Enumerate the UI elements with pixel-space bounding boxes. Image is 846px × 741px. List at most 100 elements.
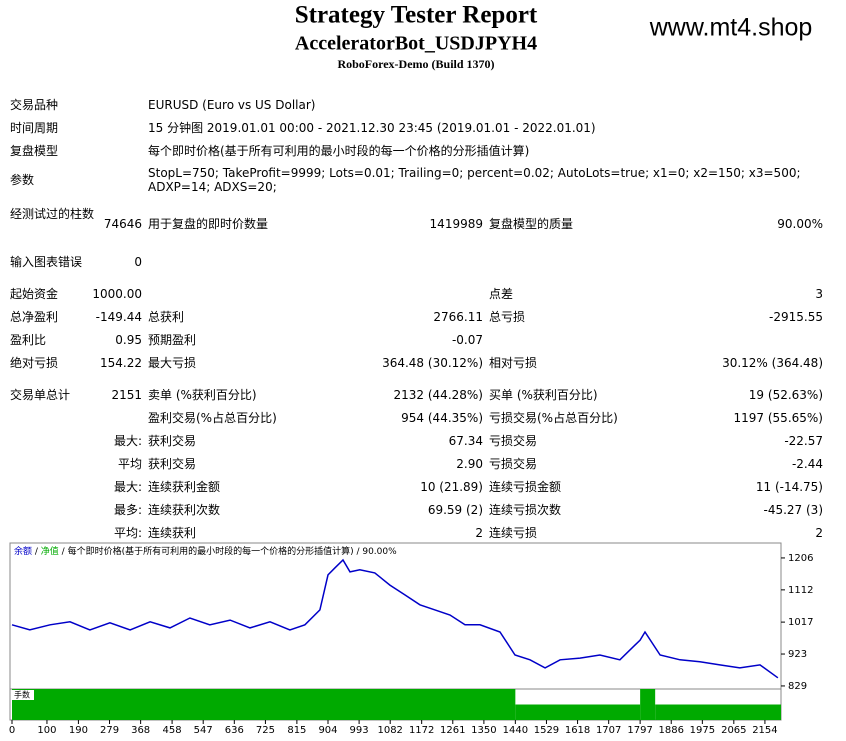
stat-value: 2766.11 (433, 310, 483, 324)
stat-label: 连续亏损 (489, 526, 538, 540)
x-tick-label: 1350 (471, 725, 496, 736)
stat-value: 2151 (111, 388, 142, 402)
lots-bar (655, 704, 781, 720)
report-build: RoboForex-Demo (Build 1370) (337, 57, 494, 71)
stat-label: 经测试过的柱数 (10, 207, 95, 221)
stat-value: -2915.55 (769, 310, 823, 324)
stat-value: -2.44 (791, 457, 823, 471)
stat-label: 用于复盘的即时价数量 (148, 217, 269, 231)
x-tick-label: 547 (194, 725, 213, 736)
x-tick-label: 1440 (503, 725, 528, 736)
x-tick-label: 1172 (409, 725, 434, 736)
stat-value: 2 (475, 526, 483, 540)
stat-label: 连续亏损次数 (489, 503, 562, 517)
y-tick-label: 1112 (788, 585, 813, 596)
stat-value: -0.07 (451, 333, 483, 347)
stat-value: 69.59 (2) (427, 503, 483, 517)
stat-label: 获利交易 (148, 457, 197, 471)
stat-value: 154.22 (100, 356, 142, 370)
stat-value: 最多: (113, 503, 142, 517)
stat-value: 364.48 (30.12%) (382, 356, 483, 370)
stat-label: 盈利比 (10, 333, 47, 347)
x-tick-label: 1529 (534, 725, 559, 736)
x-tick-label: 1975 (690, 725, 715, 736)
x-tick-label: 100 (37, 725, 56, 736)
info-label: 参数 (10, 173, 35, 187)
x-tick-label: 1082 (377, 725, 402, 736)
legend-separator: / (32, 547, 41, 557)
stat-label: 连续获利金额 (148, 480, 221, 494)
stat-value: 2 (815, 526, 823, 540)
x-tick-label: 904 (318, 725, 337, 736)
stat-label: 连续亏损金额 (489, 480, 562, 494)
x-tick-label: 815 (287, 725, 306, 736)
stat-label: 点差 (489, 287, 514, 301)
x-tick-label: 1886 (659, 725, 684, 736)
legend-entry: 90.00% (362, 547, 397, 557)
stat-label: 相对亏损 (489, 356, 538, 370)
x-tick-label: 1618 (565, 725, 590, 736)
stat-label: 起始资金 (10, 287, 59, 301)
y-tick-label: 1206 (788, 553, 813, 564)
stat-value: 90.00% (777, 217, 823, 231)
stat-value: 11 (-14.75) (755, 480, 823, 494)
stat-value: -149.44 (95, 310, 142, 324)
report-subtitle: AcceleratorBot_USDJPYH4 (295, 33, 537, 55)
stat-label: 总获利 (148, 310, 185, 324)
stat-value: 1197 (55.65%) (733, 411, 823, 425)
stat-value: 最大: (113, 480, 142, 494)
x-tick-label: 368 (131, 725, 150, 736)
info-value: 15 分钟图 2019.01.01 00:00 - 2021.12.30 23:… (148, 121, 596, 135)
info-label: 复盘模型 (10, 144, 59, 158)
stat-value: 0 (134, 255, 142, 269)
stat-label: 总净盈利 (10, 310, 59, 324)
watermark: www.mt4.shop (649, 14, 813, 42)
stat-label: 总亏损 (489, 310, 526, 324)
info-value: EURUSD (Euro vs US Dollar) (148, 98, 316, 112)
info-value: StopL=750; TakeProfit=9999; Lots=0.01; T… (148, 166, 801, 194)
stat-value: -22.57 (784, 434, 823, 448)
stat-value: 2132 (44.28%) (393, 388, 483, 402)
stat-value: 平均 (117, 457, 142, 471)
y-tick-label: 923 (788, 649, 807, 660)
stat-label: 盈利交易(%占总百分比) (148, 411, 277, 425)
info-label: 交易品种 (10, 98, 59, 112)
stat-label: 绝对亏损 (10, 356, 59, 370)
x-tick-label: 458 (163, 725, 182, 736)
stat-value: 3 (815, 287, 823, 301)
lots-bar (12, 689, 516, 720)
stat-value: 0.95 (115, 333, 142, 347)
legend-separator: / (59, 547, 68, 557)
stat-value: 1000.00 (92, 287, 142, 301)
stat-label: 输入图表错误 (10, 255, 83, 269)
y-tick-label: 829 (788, 681, 807, 692)
x-tick-label: 0 (9, 725, 15, 736)
info-label: 时间周期 (10, 121, 59, 135)
lots-label-bg (12, 690, 34, 700)
x-tick-label: 279 (100, 725, 119, 736)
stat-value: 2.90 (456, 457, 483, 471)
legend-separator: / (354, 547, 363, 557)
stat-value: 74646 (103, 217, 142, 231)
legend-entry: 每个即时价格(基于所有可利用的最小时段的每一个价格的分形插值计算) (68, 545, 354, 557)
stat-label: 亏损交易(%占总百分比) (489, 411, 618, 425)
x-tick-label: 993 (350, 725, 369, 736)
balance-line (11, 558, 779, 679)
stat-label: 获利交易 (148, 434, 197, 448)
stat-label: 连续获利 (148, 526, 197, 540)
stat-label: 复盘模型的质量 (489, 217, 574, 231)
stat-label: 亏损交易 (489, 457, 538, 471)
legend-entry: 余额 (14, 545, 32, 557)
stat-value: 平均: (113, 526, 142, 540)
stat-value: -45.27 (3) (763, 503, 824, 517)
x-tick-label: 1707 (596, 725, 621, 736)
stat-label: 最大亏损 (148, 356, 197, 370)
x-tick-label: 725 (256, 725, 275, 736)
chart-legend: 余额 / 净值 / 每个即时价格(基于所有可利用的最小时段的每一个价格的分形插值… (14, 545, 397, 557)
lots-bar (515, 704, 641, 720)
y-tick-label: 1017 (788, 617, 813, 628)
stat-label: 交易单总计 (10, 388, 71, 402)
x-tick-label: 2065 (721, 725, 746, 736)
